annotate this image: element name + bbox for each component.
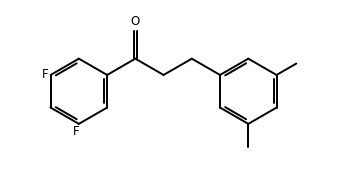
Text: F: F xyxy=(42,68,48,81)
Text: F: F xyxy=(73,125,80,138)
Text: O: O xyxy=(131,15,140,28)
